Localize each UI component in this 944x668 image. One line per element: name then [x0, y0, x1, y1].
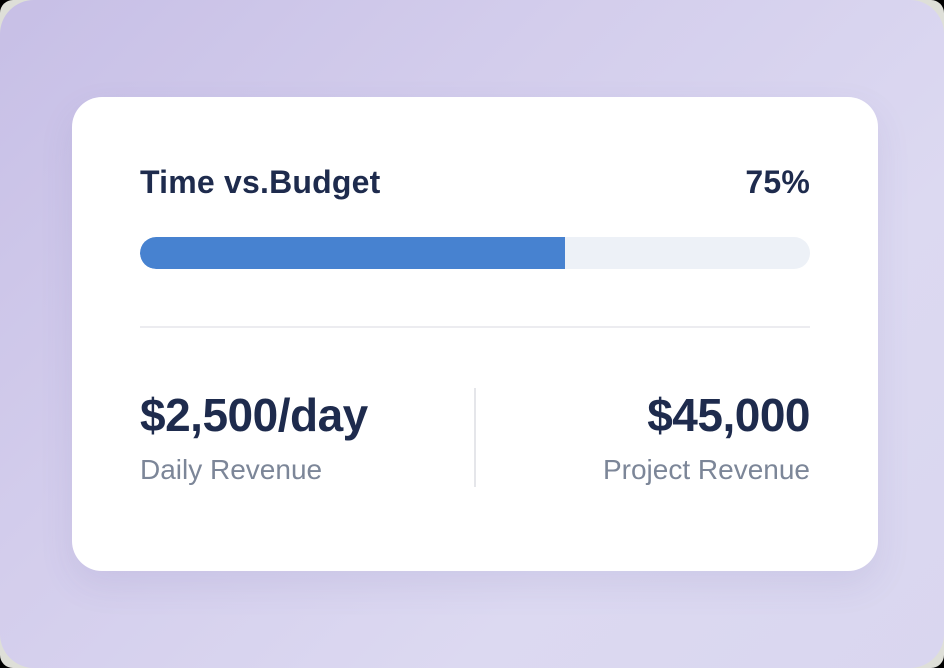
budget-card: Time vs.Budget 75% $2,500/day Daily Reve… — [72, 97, 878, 571]
stat-label: Daily Revenue — [140, 454, 323, 485]
stat-label: Project Revenue — [602, 454, 810, 485]
percent-value: 75% — [745, 164, 810, 200]
progress-bar — [140, 237, 810, 269]
stats-divider — [474, 388, 476, 487]
card-title: Time vs.Budget — [140, 164, 381, 200]
stat-daily-revenue: $2,500/day Daily Revenue — [140, 388, 474, 487]
stat-project-revenue: $45,000 Project Revenue — [476, 388, 811, 487]
progress-fill — [140, 237, 566, 269]
card-header: Time vs.Budget 75% — [140, 163, 810, 201]
stat-value: $2,500/day — [140, 389, 368, 441]
stat-value: $45,000 — [647, 389, 810, 441]
stats-row: $2,500/day Daily Revenue $45,000 Project… — [140, 384, 811, 495]
section-divider — [140, 326, 810, 328]
